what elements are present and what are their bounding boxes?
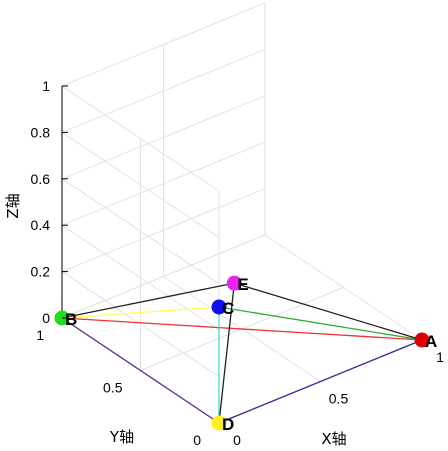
grid-line <box>264 234 423 341</box>
grid-line <box>61 234 266 319</box>
y-tick-label: 1 <box>36 327 44 343</box>
segment-b-e <box>61 282 235 319</box>
segment-d-a <box>218 339 423 424</box>
y-axis-label: Y轴 <box>109 428 134 446</box>
z-tick-label: 1 <box>42 78 50 94</box>
z-tick-label: 0.6 <box>31 171 51 187</box>
segment-a-c <box>218 306 423 341</box>
point-a <box>414 332 430 348</box>
z-tick-label: 0 <box>42 310 50 326</box>
y-tick-label: 0 <box>193 432 201 448</box>
segment-b-d <box>61 317 220 424</box>
point-label-e: E <box>237 275 248 294</box>
x-tick-label: 0 <box>233 432 241 448</box>
point-label-b: B <box>65 310 77 329</box>
segment-d-e <box>218 283 235 424</box>
point-c <box>211 299 227 315</box>
point-label-a: A <box>425 332 437 351</box>
segment-a-e <box>234 282 423 341</box>
x-axis-label: X轴 <box>321 430 346 448</box>
point-label-d: D <box>222 415 234 434</box>
point-e <box>226 275 242 291</box>
segment-b-c <box>61 306 220 319</box>
z-axis-label: Z轴 <box>4 193 22 218</box>
x-tick-label: 0.5 <box>329 391 349 407</box>
y-tick-label: 0.5 <box>103 380 123 396</box>
segment-a-b <box>61 317 423 341</box>
point-d <box>211 415 227 431</box>
z-tick-label: 0.4 <box>31 217 51 233</box>
z-tick-label: 0.2 <box>31 264 51 280</box>
x-tick-label: 1 <box>436 349 444 365</box>
z-tick-label: 0.8 <box>31 124 51 140</box>
point-label-c: C <box>222 299 234 318</box>
